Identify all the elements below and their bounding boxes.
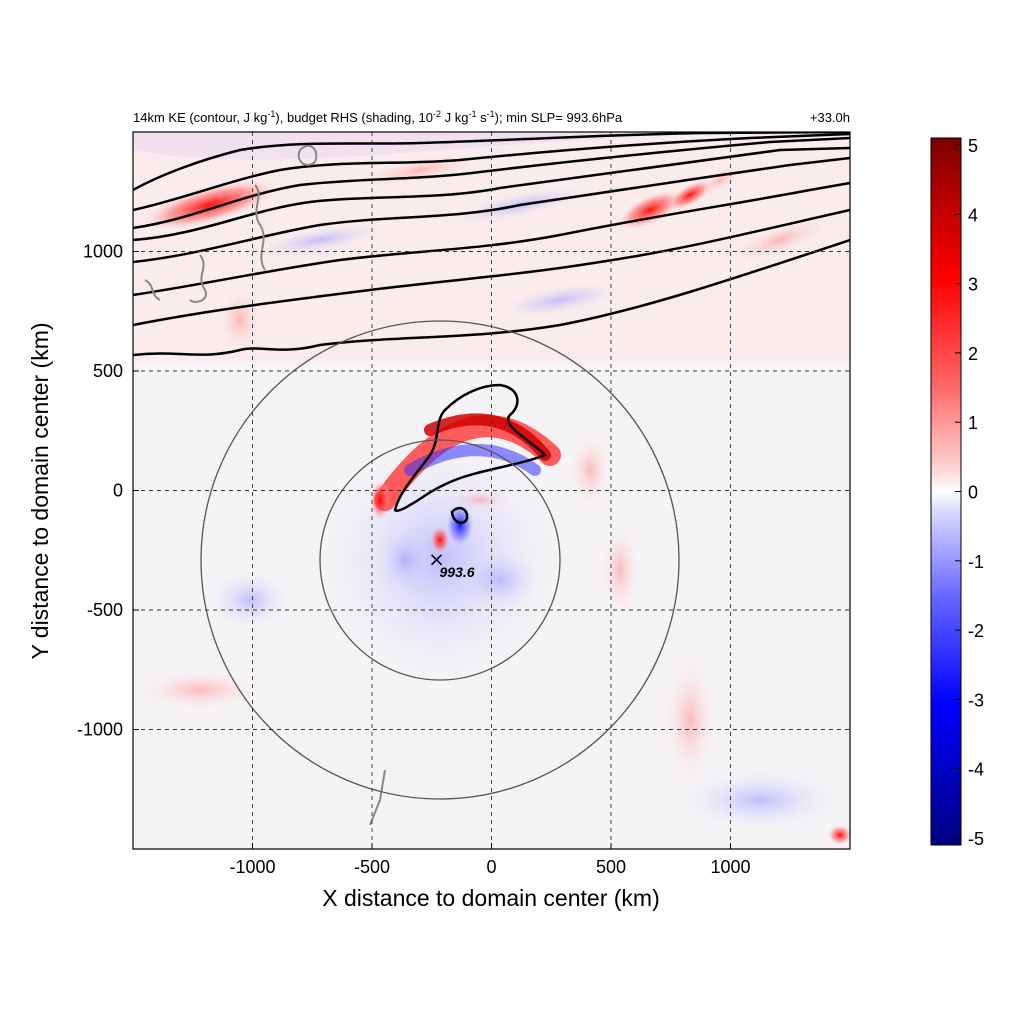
colorbar-tick-label: -1 bbox=[968, 552, 984, 572]
colorbar-tick-label: 4 bbox=[968, 205, 978, 225]
x-tick-label: -500 bbox=[354, 857, 390, 877]
colorbar-tick-label: 5 bbox=[968, 136, 978, 156]
y-tick-label: 0 bbox=[113, 481, 123, 501]
southern-shading bbox=[140, 570, 850, 845]
colorbar-tick-label: -4 bbox=[968, 760, 984, 780]
forecast-time-label: +33.0h bbox=[810, 110, 850, 125]
y-tick-label: -1000 bbox=[77, 720, 123, 740]
chart-title: 14km KE (contour, J kg-1), budget RHS (s… bbox=[133, 109, 623, 125]
colorbar-tick-label: 3 bbox=[968, 275, 978, 295]
min-slp-label: 993.6 bbox=[440, 564, 475, 580]
plot-area: 993.6 bbox=[133, 132, 850, 849]
colorbar-tick-label: 2 bbox=[968, 344, 978, 364]
ke-contour-7 bbox=[133, 208, 850, 327]
ke-contour-3 bbox=[133, 136, 850, 230]
colorbar-tick-label: -3 bbox=[968, 690, 984, 710]
colorbar-ticks: 5 4 3 2 1 0 -1 -2 -3 -4 -5 bbox=[955, 136, 984, 849]
x-axis: -1000 -500 0 500 1000 bbox=[229, 843, 751, 877]
colorbar-tick-label: 0 bbox=[968, 483, 978, 503]
ke-contour-5 bbox=[133, 156, 850, 264]
storm-center-marker: 993.6 bbox=[430, 554, 475, 580]
x-tick-label: 1000 bbox=[710, 857, 750, 877]
storm-center-x-icon bbox=[430, 554, 443, 566]
y-tick-label: -500 bbox=[87, 600, 123, 620]
colorbar-tick-label: -2 bbox=[968, 621, 984, 641]
colorbar-tick-label: -5 bbox=[968, 829, 984, 849]
ke-contour-6 bbox=[133, 181, 850, 297]
y-axis-label: Y distance to domain center (km) bbox=[27, 322, 53, 659]
radius-circle-1000km bbox=[200, 320, 680, 800]
colorbar: 5 4 3 2 1 0 -1 -2 -3 -4 -5 bbox=[930, 136, 984, 849]
colorbar-tick-label: 1 bbox=[968, 413, 978, 433]
x-tick-label: 0 bbox=[486, 857, 496, 877]
ke-contour-1 bbox=[133, 132, 850, 192]
y-tick-label: 1000 bbox=[83, 242, 123, 262]
radius-circle-500km bbox=[319, 439, 561, 681]
ke-contour-8 bbox=[133, 238, 850, 357]
y-axis: 1000 500 0 -500 -1000 bbox=[77, 242, 139, 740]
ke-contour-2 bbox=[133, 132, 850, 212]
coastline bbox=[144, 144, 386, 826]
radius-circles bbox=[200, 320, 680, 800]
x-tick-label: 500 bbox=[596, 857, 626, 877]
x-tick-label: -1000 bbox=[229, 857, 275, 877]
ke-contour-core bbox=[393, 383, 548, 513]
ke-contour-4 bbox=[133, 146, 850, 242]
y-tick-label: 500 bbox=[93, 361, 123, 381]
ke-contours bbox=[133, 132, 850, 525]
x-axis-label: X distance to domain center (km) bbox=[322, 885, 659, 911]
ke-contour-small bbox=[450, 506, 469, 525]
